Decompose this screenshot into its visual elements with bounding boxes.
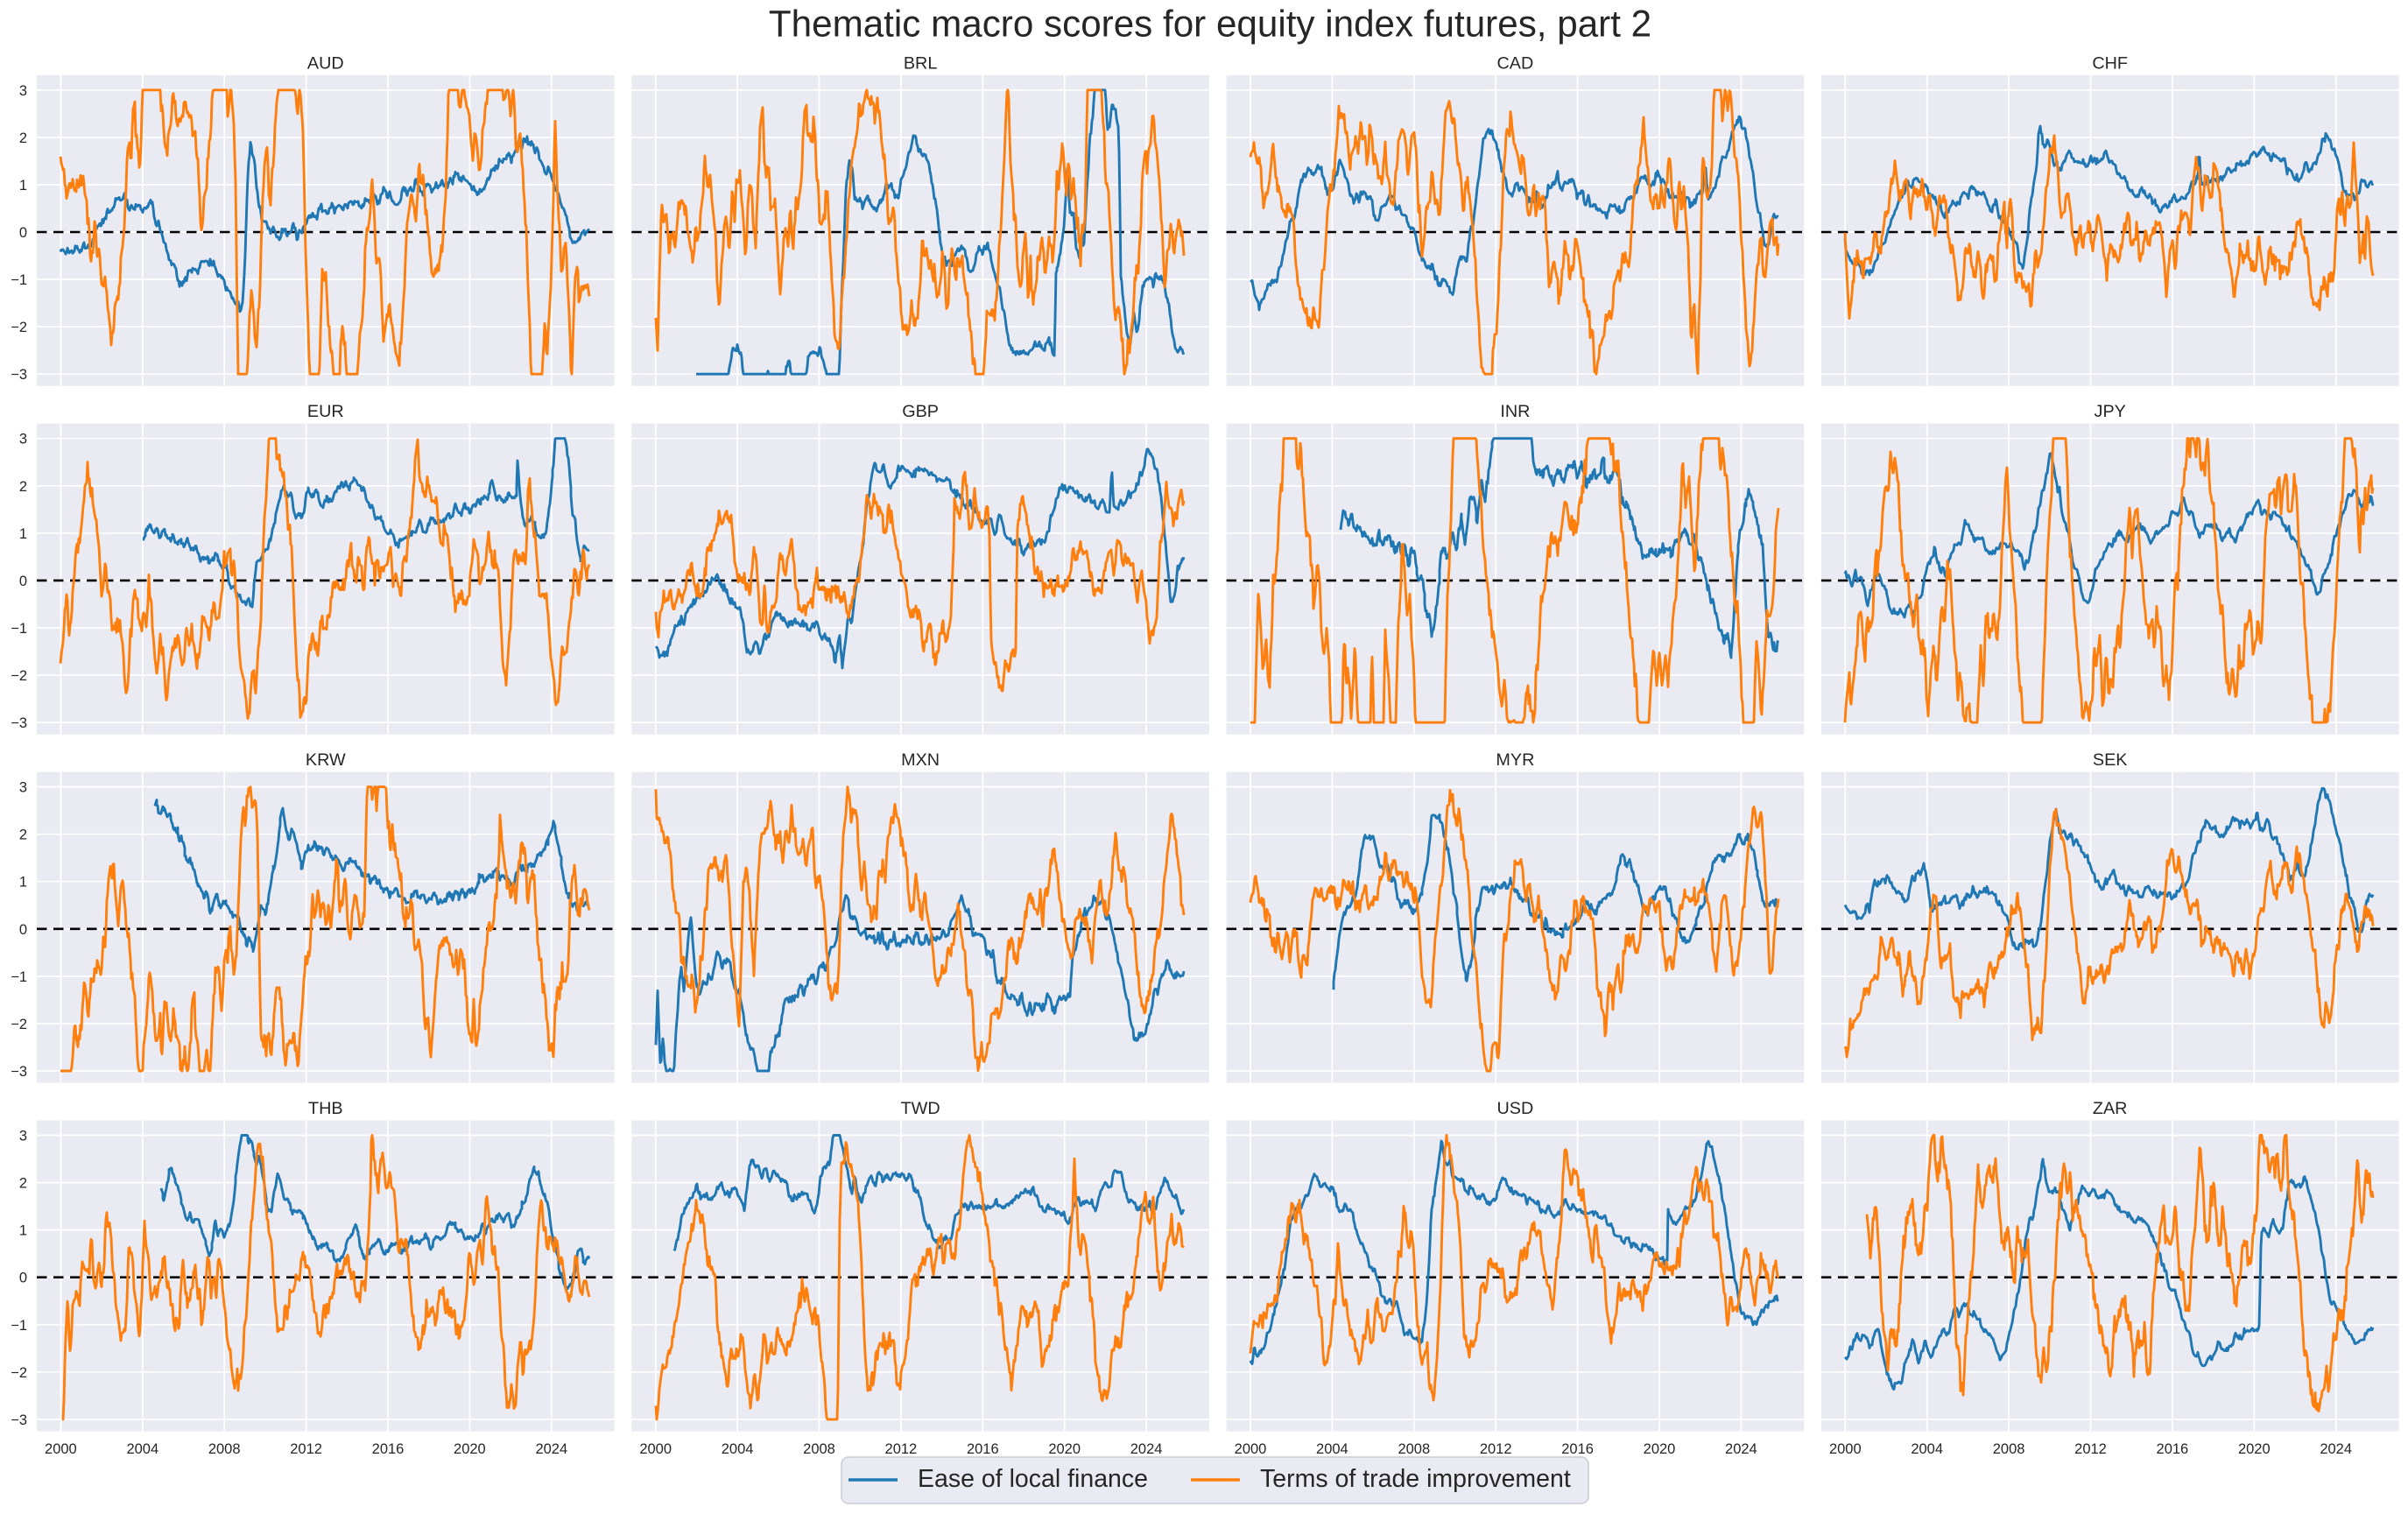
svg-text:ZAR: ZAR	[2093, 1099, 2128, 1118]
svg-text:2008: 2008	[1398, 1441, 1430, 1457]
svg-text:0: 0	[19, 225, 27, 241]
svg-text:2020: 2020	[2238, 1441, 2271, 1457]
svg-text:THB: THB	[308, 1099, 343, 1118]
svg-text:GBP: GBP	[902, 402, 939, 421]
svg-text:−1: −1	[11, 272, 27, 288]
svg-text:2016: 2016	[1561, 1441, 1594, 1457]
svg-text:2024: 2024	[1725, 1441, 1757, 1457]
svg-text:2020: 2020	[1644, 1441, 1676, 1457]
svg-text:2: 2	[19, 130, 27, 146]
svg-text:−3: −3	[11, 1412, 27, 1428]
svg-text:−3: −3	[11, 1064, 27, 1080]
svg-text:2000: 2000	[45, 1441, 77, 1457]
svg-text:2: 2	[19, 479, 27, 495]
svg-text:MYR: MYR	[1496, 750, 1534, 770]
svg-text:2020: 2020	[454, 1441, 486, 1457]
svg-text:3: 3	[19, 780, 27, 796]
svg-text:2012: 2012	[885, 1441, 918, 1457]
svg-text:2012: 2012	[2074, 1441, 2107, 1457]
svg-text:2004: 2004	[126, 1441, 158, 1457]
svg-text:2004: 2004	[722, 1441, 754, 1457]
svg-text:2024: 2024	[1130, 1441, 1163, 1457]
svg-text:USD: USD	[1497, 1099, 1534, 1118]
svg-text:−1: −1	[11, 621, 27, 637]
svg-text:KRW: KRW	[306, 750, 346, 770]
svg-text:0: 0	[19, 922, 27, 938]
svg-text:−1: −1	[11, 969, 27, 985]
svg-text:2016: 2016	[967, 1441, 999, 1457]
svg-text:−2: −2	[11, 320, 27, 335]
svg-text:−2: −2	[11, 1365, 27, 1381]
svg-text:2012: 2012	[290, 1441, 322, 1457]
svg-text:2000: 2000	[1235, 1441, 1267, 1457]
svg-text:1: 1	[19, 1223, 27, 1239]
svg-text:2008: 2008	[1993, 1441, 2025, 1457]
svg-text:2024: 2024	[2320, 1441, 2352, 1457]
svg-text:2004: 2004	[1316, 1441, 1348, 1457]
svg-text:SEK: SEK	[2093, 750, 2128, 770]
svg-text:AUD: AUD	[307, 53, 344, 73]
svg-text:TWD: TWD	[901, 1099, 940, 1118]
svg-text:INR: INR	[1500, 402, 1530, 421]
svg-text:Thematic macro scores for equi: Thematic macro scores for equity index f…	[769, 4, 1651, 45]
svg-text:EUR: EUR	[307, 402, 344, 421]
svg-text:JPY: JPY	[2095, 402, 2126, 421]
svg-text:2016: 2016	[372, 1441, 405, 1457]
svg-text:3: 3	[19, 432, 27, 447]
svg-text:1: 1	[19, 875, 27, 891]
svg-text:−2: −2	[11, 668, 27, 684]
svg-text:1: 1	[19, 178, 27, 194]
svg-text:3: 3	[19, 83, 27, 99]
svg-text:Terms of trade improvement: Terms of trade improvement	[1260, 1465, 1571, 1493]
svg-text:1: 1	[19, 526, 27, 542]
svg-text:−2: −2	[11, 1017, 27, 1032]
svg-text:2012: 2012	[1480, 1441, 1512, 1457]
svg-text:−1: −1	[11, 1318, 27, 1334]
svg-text:MXN: MXN	[901, 750, 940, 770]
svg-text:2004: 2004	[1911, 1441, 1943, 1457]
svg-text:CHF: CHF	[2092, 53, 2128, 73]
svg-text:2016: 2016	[2157, 1441, 2189, 1457]
svg-text:3: 3	[19, 1129, 27, 1144]
svg-text:2024: 2024	[535, 1441, 567, 1457]
svg-text:0: 0	[19, 1271, 27, 1286]
svg-text:−3: −3	[11, 715, 27, 731]
svg-text:2008: 2008	[803, 1441, 835, 1457]
svg-text:Ease of local finance: Ease of local finance	[918, 1465, 1148, 1493]
svg-text:2008: 2008	[208, 1441, 241, 1457]
svg-text:2: 2	[19, 1176, 27, 1192]
svg-text:−3: −3	[11, 367, 27, 383]
svg-text:CAD: CAD	[1497, 53, 1534, 73]
svg-text:2: 2	[19, 827, 27, 843]
svg-text:2000: 2000	[1829, 1441, 1862, 1457]
svg-text:2020: 2020	[1048, 1441, 1081, 1457]
svg-text:0: 0	[19, 574, 27, 589]
svg-text:2000: 2000	[639, 1441, 672, 1457]
svg-text:BRL: BRL	[904, 53, 937, 73]
